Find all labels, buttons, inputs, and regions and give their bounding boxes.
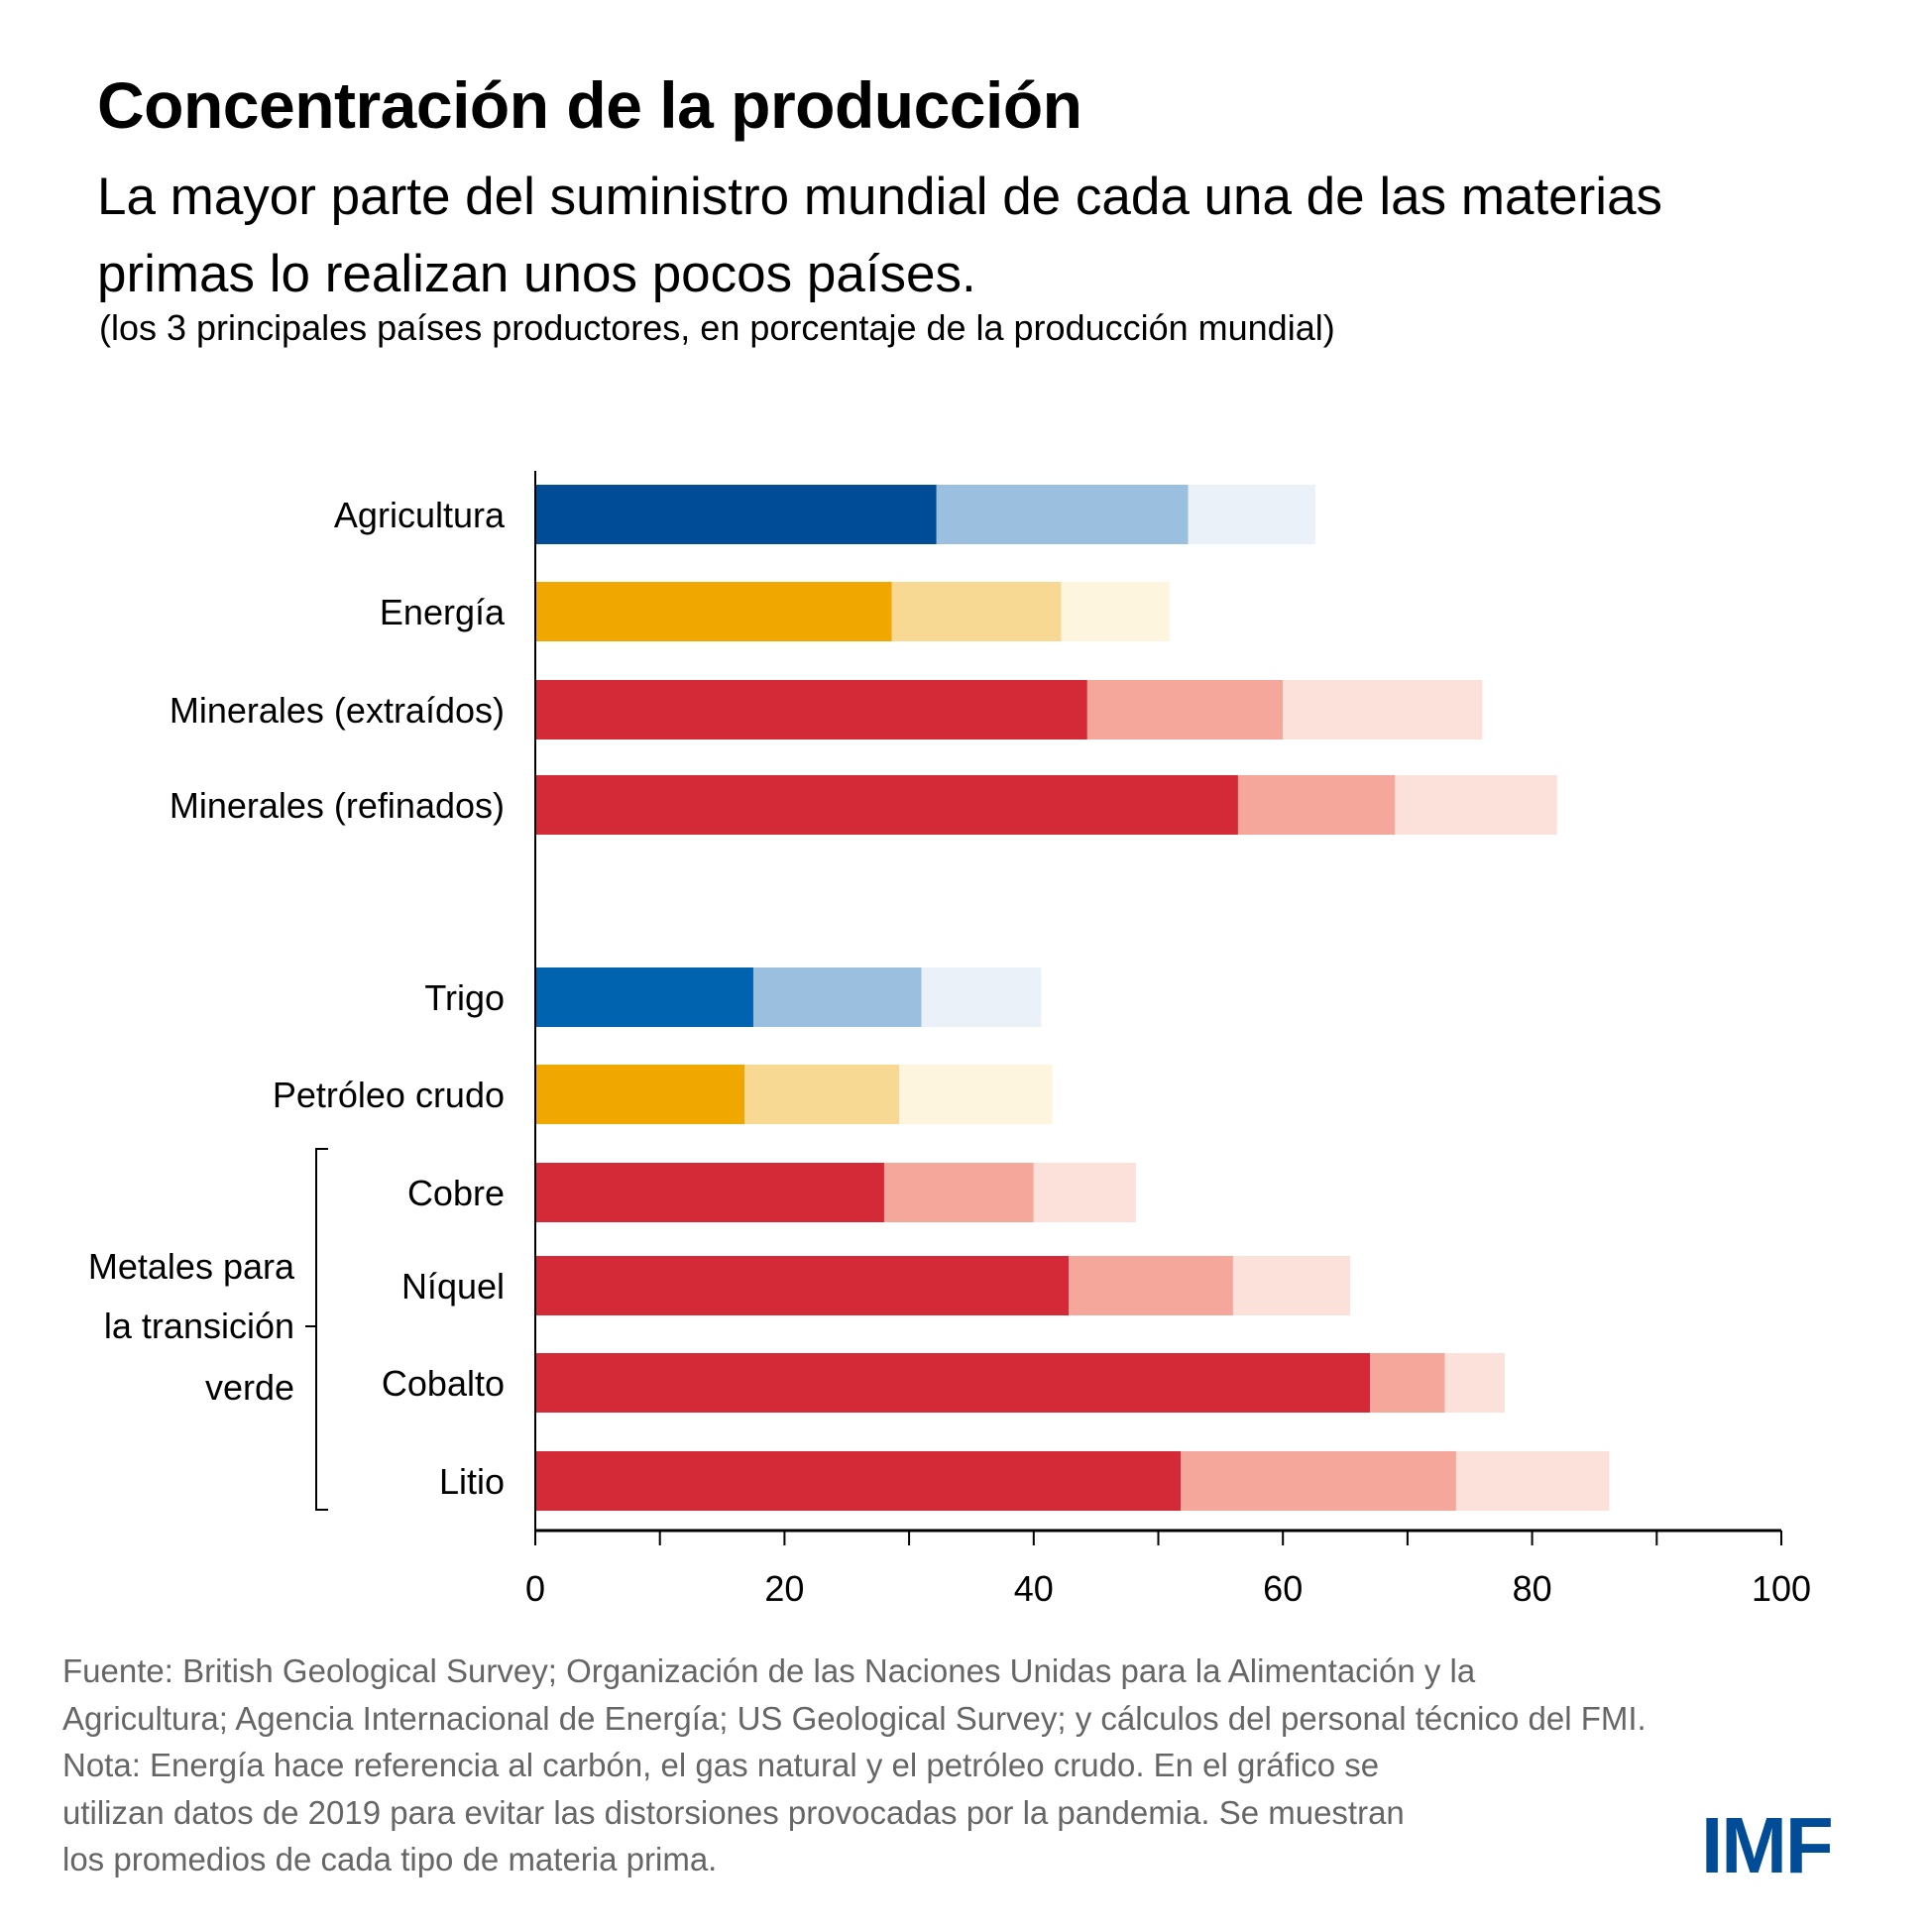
x-tick-label: 60 (1263, 1568, 1303, 1609)
x-tick-label: 40 (1014, 1568, 1054, 1609)
category-label: Petróleo crudo (273, 1075, 505, 1115)
category-label: Trigo (424, 977, 505, 1018)
footer-line: Agricultura; Agencia Internacional de En… (62, 1699, 1647, 1737)
category-label: Minerales (refinados) (170, 785, 505, 826)
chart-title: Concentración de la producción (97, 68, 1082, 142)
bar-segment-3 (1033, 1163, 1136, 1222)
footer-notes: Fuente: British Geological Survey; Organ… (62, 1648, 1916, 1883)
bar-segment-3 (1455, 1451, 1610, 1511)
bar-segment-1 (535, 1451, 1182, 1511)
bar-segment-2 (883, 1163, 1034, 1222)
bar-segment-3 (1444, 1353, 1505, 1413)
bar-segment-1 (535, 967, 753, 1027)
footer-line: Nota: Energía hace referencia al carbón,… (62, 1747, 1380, 1783)
category-label: Cobre (407, 1173, 505, 1213)
bar-segment-2 (744, 1065, 900, 1124)
group-label: la transición (104, 1306, 294, 1346)
bar-segment-3 (899, 1065, 1053, 1124)
bar-segment-1 (535, 1065, 745, 1124)
group-bracket (305, 1148, 328, 1511)
category-label: Cobalto (382, 1363, 505, 1404)
bar-segment-2 (1370, 1353, 1445, 1413)
bar-segment-1 (535, 1353, 1371, 1413)
x-tick-label: 80 (1513, 1568, 1552, 1609)
bar-segment-2 (1068, 1256, 1233, 1315)
chart-subtitle: La mayor parte del suministro mundial de… (97, 168, 1663, 303)
footer-line: Fuente: British Geological Survey; Organ… (62, 1652, 1476, 1689)
bar-segment-3 (1395, 775, 1557, 835)
x-tick-label: 0 (525, 1568, 545, 1609)
group-label: verde (205, 1367, 294, 1408)
bar-segment-1 (535, 485, 937, 544)
bar-segment-3 (921, 967, 1042, 1027)
x-tick-label: 100 (1752, 1568, 1811, 1609)
bar-segment-2 (936, 485, 1189, 544)
category-label: Níquel (401, 1266, 505, 1307)
category-label: Energía (380, 592, 506, 632)
bar-segment-3 (1188, 485, 1315, 544)
bar-segment-1 (535, 582, 892, 641)
category-label: Agricultura (334, 495, 506, 535)
bar-segment-1 (535, 1256, 1069, 1315)
category-label: Minerales (extraídos) (170, 690, 505, 731)
footer-line: los promedios de cada tipo de materia pr… (62, 1841, 718, 1877)
bar-segment-2 (1181, 1451, 1456, 1511)
bar-segment-3 (1061, 582, 1170, 641)
x-tick-label: 20 (764, 1568, 804, 1609)
bar-segment-1 (535, 680, 1087, 739)
bar-segment-3 (1283, 680, 1483, 739)
bar-segment-2 (891, 582, 1062, 641)
bar-segment-1 (535, 775, 1238, 835)
footer-line: utilizan datos de 2019 para evitar las d… (62, 1793, 1405, 1831)
group-label: Metales para (88, 1246, 295, 1287)
chart-units-note: (los 3 principales países productores, e… (99, 307, 1335, 348)
imf-logo: IMF (1701, 1801, 1834, 1889)
bar-segment-2 (1086, 680, 1284, 739)
bar-segment-3 (1232, 1256, 1351, 1315)
bar-segment-1 (535, 1163, 884, 1222)
category-label: Litio (439, 1461, 505, 1502)
bar-segment-2 (752, 967, 922, 1027)
bar-segment-2 (1237, 775, 1396, 835)
